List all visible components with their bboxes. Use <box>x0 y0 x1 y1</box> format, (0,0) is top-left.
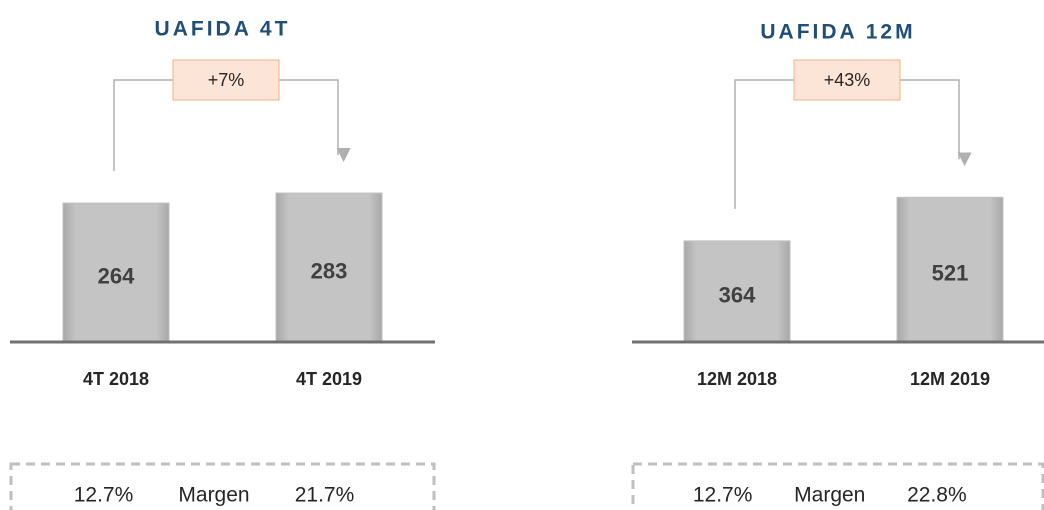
x-tick-label: 4T 2018 <box>83 369 149 389</box>
chart-title: UAFIDA 4T <box>155 18 291 41</box>
value-label: 264 <box>98 263 135 288</box>
value-label: 521 <box>932 260 969 285</box>
margin-label: Margen <box>794 484 865 507</box>
change-box <box>172 59 280 101</box>
margin-left: 12.7% <box>693 484 753 507</box>
change-label: +43% <box>824 70 871 90</box>
margin-box <box>9 462 436 510</box>
x-tick-label: 4T 2019 <box>296 369 362 389</box>
chart-title: UAFIDA 12M <box>760 21 915 44</box>
margin-label: Margen <box>178 484 249 507</box>
margin-box <box>631 462 1044 510</box>
bar <box>62 202 170 343</box>
change-label: +7% <box>208 70 245 90</box>
margin-left: 12.7% <box>74 484 134 507</box>
value-label: 364 <box>719 282 756 307</box>
x-tick-label: 12M 2018 <box>697 369 777 389</box>
bar <box>275 192 383 343</box>
x-tick-label: 12M 2019 <box>910 369 990 389</box>
bar <box>683 240 791 343</box>
value-label: 283 <box>311 258 348 283</box>
change-box <box>793 59 901 101</box>
margin-right: 21.7% <box>295 484 355 507</box>
margin-right: 22.8% <box>907 484 967 507</box>
